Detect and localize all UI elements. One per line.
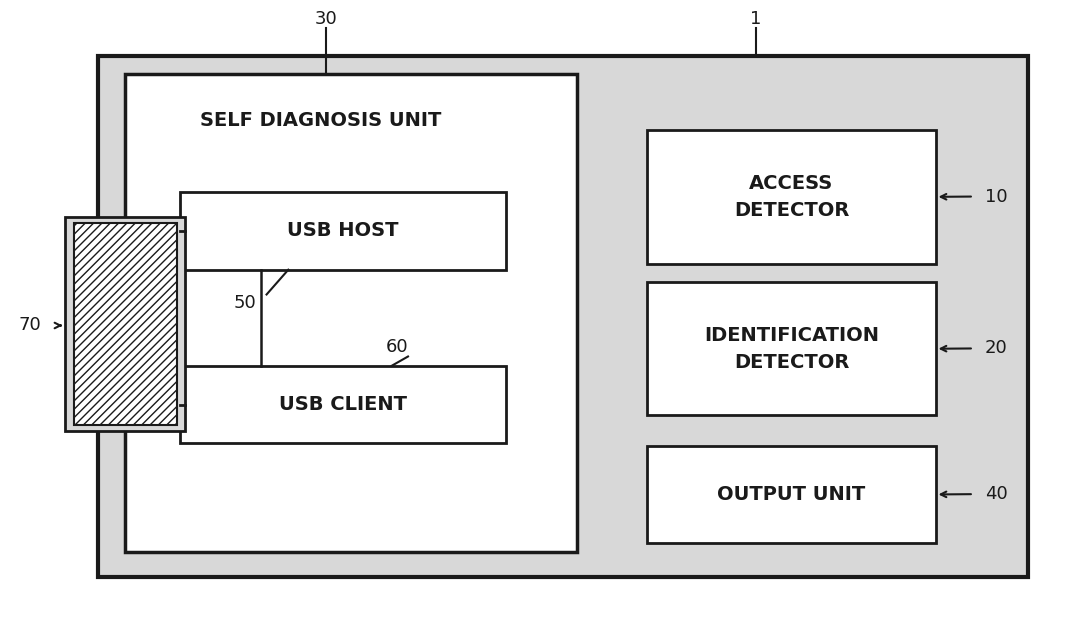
Text: 20: 20 <box>985 339 1007 358</box>
Text: 60: 60 <box>386 339 408 356</box>
Text: OUTPUT UNIT: OUTPUT UNIT <box>717 485 866 504</box>
Text: 1: 1 <box>751 10 762 28</box>
Text: SELF DIAGNOSIS UNIT: SELF DIAGNOSIS UNIT <box>200 112 442 130</box>
Text: USB HOST: USB HOST <box>287 221 398 241</box>
Bar <box>98 56 1028 577</box>
Bar <box>180 366 506 443</box>
Text: 50: 50 <box>234 294 256 312</box>
Text: 40: 40 <box>985 485 1007 503</box>
Bar <box>65 217 185 431</box>
Bar <box>74 223 177 425</box>
Text: 30: 30 <box>316 10 337 28</box>
Bar <box>180 192 506 270</box>
Text: 10: 10 <box>985 187 1007 206</box>
Text: ACCESS
DETECTOR: ACCESS DETECTOR <box>733 174 850 219</box>
Text: IDENTIFICATION
DETECTOR: IDENTIFICATION DETECTOR <box>704 326 879 371</box>
Text: 70: 70 <box>18 316 41 335</box>
Bar <box>125 74 577 552</box>
Text: USB CLIENT: USB CLIENT <box>279 395 407 414</box>
Bar <box>647 446 936 542</box>
Bar <box>647 130 936 264</box>
Bar <box>647 282 936 415</box>
